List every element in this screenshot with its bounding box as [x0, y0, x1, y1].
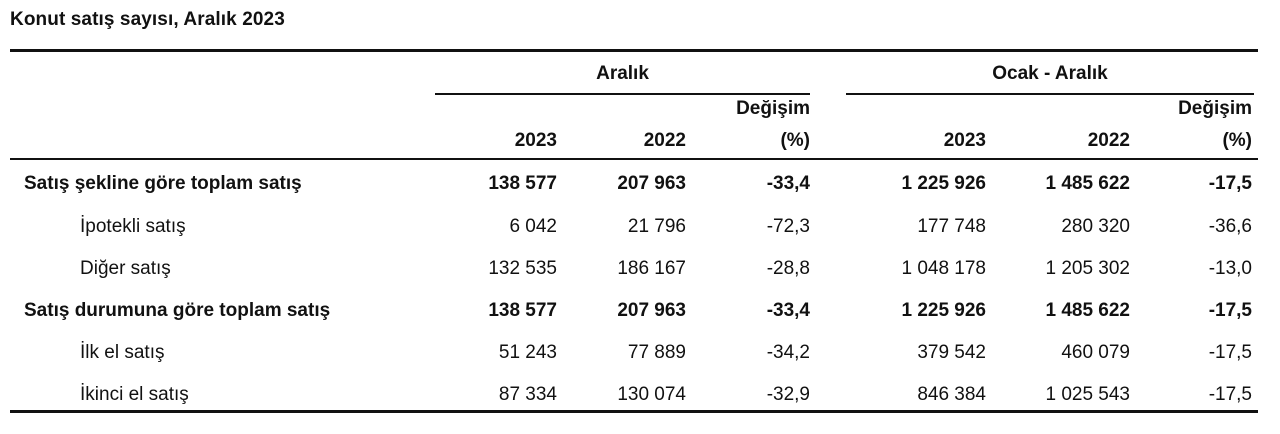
- page-title: Konut satış sayısı, Aralık 2023: [10, 9, 285, 30]
- header-aralik-change-line1: Değişim: [736, 98, 810, 119]
- table-top-rule: [10, 49, 1258, 52]
- table-cell-aralik-2023: 138 577: [488, 173, 557, 194]
- header-ocak-aralik-2022: 2022: [1087, 130, 1130, 151]
- table-cell-ocak-aralik-change: -36,6: [1208, 216, 1252, 237]
- table-cell-ocak-aralik-2023: 1 048 178: [901, 258, 986, 279]
- table-row-label: İpotekli satış: [80, 216, 186, 237]
- table-row-label: İlk el satış: [80, 342, 165, 363]
- table-cell-aralik-change: -72,3: [766, 216, 810, 237]
- table-cell-aralik-2023: 138 577: [488, 300, 557, 321]
- header-ocak-aralik-2023: 2023: [943, 130, 986, 151]
- table-row-label: Diğer satış: [80, 258, 171, 279]
- table-row-label: İkinci el satış: [80, 384, 189, 405]
- table-cell-aralik-2022: 77 889: [627, 342, 686, 363]
- table-cell-aralik-change: -28,8: [766, 258, 810, 279]
- table-bottom-rule: [10, 410, 1258, 413]
- table-cell-aralik-2022: 130 074: [617, 384, 686, 405]
- header-aralik-2023: 2023: [514, 130, 557, 151]
- table-cell-ocak-aralik-2022: 1 485 622: [1045, 173, 1130, 194]
- table-cell-ocak-aralik-change: -13,0: [1208, 258, 1252, 279]
- table-cell-ocak-aralik-2022: 280 320: [1061, 216, 1130, 237]
- table-cell-aralik-change: -33,4: [766, 173, 810, 194]
- group-rule-aralik: [435, 93, 810, 95]
- table-cell-aralik-change: -33,4: [766, 300, 810, 321]
- table-cell-ocak-aralik-change: -17,5: [1208, 342, 1252, 363]
- table-cell-ocak-aralik-change: -17,5: [1208, 384, 1252, 405]
- table-cell-ocak-aralik-2023: 379 542: [917, 342, 986, 363]
- table-row-label: Satış durumuna göre toplam satış: [24, 300, 331, 321]
- table-cell-aralik-2022: 207 963: [617, 300, 686, 321]
- table-cell-aralik-change: -34,2: [766, 342, 810, 363]
- table-row-label: Satış şekline göre toplam satış: [24, 173, 302, 194]
- header-ocak-aralik-change-line2: (%): [1222, 130, 1252, 151]
- group-rule-ocak-aralik: [846, 93, 1254, 95]
- table-cell-ocak-aralik-2022: 1 485 622: [1045, 300, 1130, 321]
- table-cell-aralik-2023: 51 243: [498, 342, 557, 363]
- table-cell-ocak-aralik-2022: 1 025 543: [1045, 384, 1130, 405]
- header-aralik-2022: 2022: [643, 130, 686, 151]
- table-cell-ocak-aralik-2023: 1 225 926: [901, 300, 986, 321]
- table-cell-ocak-aralik-change: -17,5: [1208, 173, 1252, 194]
- table-cell-ocak-aralik-change: -17,5: [1208, 300, 1252, 321]
- table-cell-ocak-aralik-2022: 1 205 302: [1045, 258, 1130, 279]
- table-cell-aralik-2023: 87 334: [498, 384, 557, 405]
- table-cell-ocak-aralik-2022: 460 079: [1061, 342, 1130, 363]
- table-cell-ocak-aralik-2023: 177 748: [917, 216, 986, 237]
- group-header-ocak-aralik: Ocak - Aralık: [992, 63, 1108, 84]
- table-cell-aralik-2022: 186 167: [617, 258, 686, 279]
- group-header-aralik: Aralık: [596, 63, 649, 84]
- table-cell-aralik-2022: 207 963: [617, 173, 686, 194]
- table-cell-ocak-aralik-2023: 846 384: [917, 384, 986, 405]
- header-ocak-aralik-change-line1: Değişim: [1178, 98, 1252, 119]
- table-cell-aralik-2023: 6 042: [509, 216, 557, 237]
- table-cell-aralik-2022: 21 796: [627, 216, 686, 237]
- header-aralik-change-line2: (%): [780, 130, 810, 151]
- table-cell-aralik-2023: 132 535: [488, 258, 557, 279]
- table-cell-ocak-aralik-2023: 1 225 926: [901, 173, 986, 194]
- table-header-rule: [10, 158, 1258, 160]
- table-cell-aralik-change: -32,9: [766, 384, 810, 405]
